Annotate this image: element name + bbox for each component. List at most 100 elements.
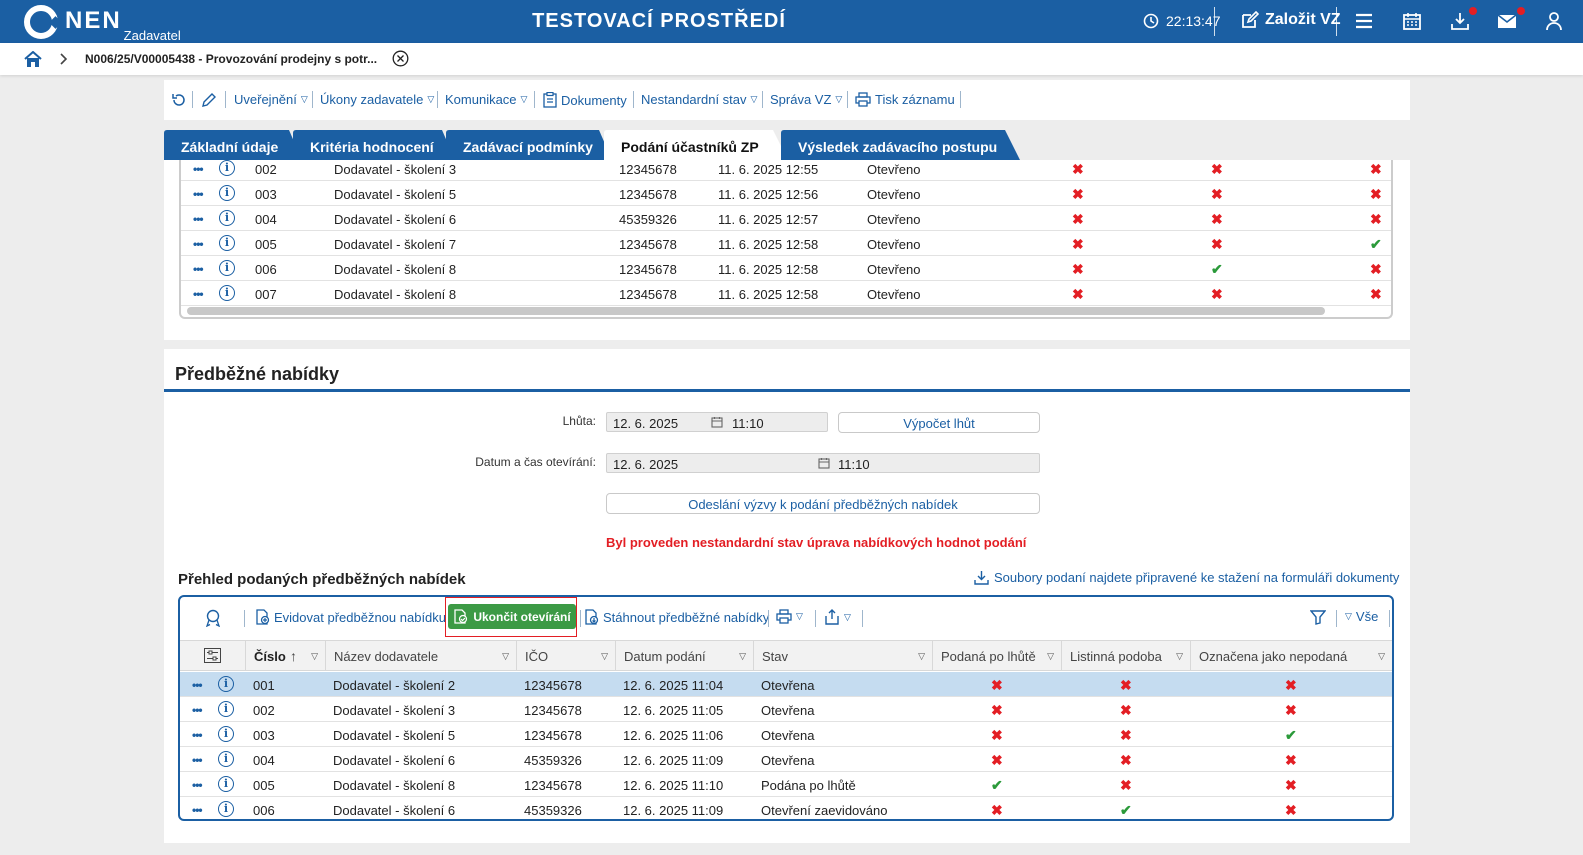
table-row[interactable]: ••• i 006 Dodavatel - školení 8 12345678 11. … xyxy=(181,256,1391,281)
row-ico: 12345678 xyxy=(619,262,677,277)
info-icon[interactable]: i xyxy=(219,235,235,251)
filter-all-menu[interactable]: ▽ Vše xyxy=(1345,609,1378,624)
info-icon[interactable]: i xyxy=(219,185,235,201)
filter-dropdown-icon[interactable]: ▽ xyxy=(311,651,318,661)
print-menu[interactable]: ▽ xyxy=(776,609,803,624)
table-row[interactable]: ••• i 006 Dodavatel - školení 6 45359326 12. … xyxy=(180,797,1392,819)
ukony-menu[interactable]: Úkony zadavatele ▽ xyxy=(320,92,434,107)
sort-ascending-icon[interactable]: ↑ xyxy=(290,648,297,664)
info-icon[interactable]: i xyxy=(218,751,234,767)
calendar-button[interactable] xyxy=(1402,11,1422,31)
table-row[interactable]: ••• i 004 Dodavatel - školení 6 45359326 11. … xyxy=(181,206,1391,231)
nestandardni-menu[interactable]: Nestandardní stav ▽ xyxy=(641,92,757,107)
menu-button[interactable] xyxy=(1354,11,1374,31)
cross-icon: ✖ xyxy=(1211,186,1223,202)
row-actions-icon[interactable]: ••• xyxy=(193,187,204,201)
filter-dropdown-icon[interactable]: ▽ xyxy=(739,651,746,661)
edit-button[interactable] xyxy=(201,92,217,108)
filter-dropdown-icon[interactable]: ▽ xyxy=(601,651,608,661)
nen-logo[interactable]: NEN Zadavatel xyxy=(24,5,181,43)
tab-podani-ucastniku[interactable]: Podání účastníků ZP xyxy=(604,130,788,160)
info-icon[interactable]: i xyxy=(218,801,234,817)
row-actions-icon[interactable]: ••• xyxy=(193,237,204,251)
info-icon[interactable]: i xyxy=(218,726,234,742)
dokumenty-button[interactable]: Dokumenty xyxy=(543,92,627,108)
table-row[interactable]: ••• i 002 Dodavatel - školení 3 12345678 11. … xyxy=(181,156,1391,181)
table-row[interactable]: ••• i 001 Dodavatel - školení 2 12345678 12. … xyxy=(180,672,1392,697)
user-button[interactable] xyxy=(1544,11,1564,31)
row-ico: 45359326 xyxy=(524,753,582,768)
calendar-icon[interactable] xyxy=(711,416,723,428)
info-icon[interactable]: i xyxy=(218,701,234,717)
table-row[interactable]: ••• i 002 Dodavatel - školení 3 12345678 12. … xyxy=(180,697,1392,722)
tab-zakladni-udaje[interactable]: Základní údaje xyxy=(164,130,302,160)
column-settings[interactable] xyxy=(180,641,245,671)
komunikace-menu[interactable]: Komunikace ▽ xyxy=(445,92,527,107)
row-actions-icon[interactable]: ••• xyxy=(192,753,203,767)
info-icon[interactable]: i xyxy=(218,676,234,692)
table-row[interactable]: ••• i 004 Dodavatel - školení 6 45359326 12. … xyxy=(180,747,1392,772)
column-listinna-podoba[interactable]: Listinná podoba ▽ xyxy=(1061,641,1190,671)
evidovat-button[interactable]: Evidovat předběžnou nabídku xyxy=(254,609,446,625)
table-row[interactable]: ••• i 007 Dodavatel - školení 8 12345678 11. … xyxy=(181,281,1391,306)
sprava-menu[interactable]: Správa VZ ▽ xyxy=(770,92,842,107)
column-podana-po-lhute[interactable]: Podaná po lhůtě ▽ xyxy=(932,641,1061,671)
table-row[interactable]: ••• i 005 Dodavatel - školení 7 12345678 11. … xyxy=(181,231,1391,256)
badge-button[interactable] xyxy=(205,609,221,627)
column-datum[interactable]: Datum podání ▽ xyxy=(615,641,753,671)
column-cislo[interactable]: Číslo ↑ ▽ xyxy=(245,641,325,671)
ukoncit-otevirani-button[interactable]: Ukončit otevírání xyxy=(448,604,576,629)
refresh-button[interactable] xyxy=(171,92,187,108)
table-row[interactable]: ••• i 003 Dodavatel - školení 5 12345678 12. … xyxy=(180,722,1392,747)
row-actions-icon[interactable]: ••• xyxy=(192,703,203,717)
table-row[interactable]: ••• i 005 Dodavatel - školení 8 12345678 12. … xyxy=(180,772,1392,797)
filter-dropdown-icon[interactable]: ▽ xyxy=(1378,651,1385,661)
uverejneni-menu[interactable]: Uveřejnění ▽ xyxy=(234,92,308,107)
table-row[interactable]: ••• i 003 Dodavatel - školení 5 12345678 11. … xyxy=(181,181,1391,206)
check-icon: ✔ xyxy=(1285,727,1297,743)
row-actions-icon[interactable]: ••• xyxy=(192,803,203,817)
column-nazev[interactable]: Název dodavatele ▽ xyxy=(325,641,516,671)
row-actions-icon[interactable]: ••• xyxy=(193,212,204,226)
info-icon[interactable]: i xyxy=(219,285,235,301)
row-actions-icon[interactable]: ••• xyxy=(192,728,203,742)
info-icon[interactable]: i xyxy=(219,260,235,276)
horizontal-scrollbar[interactable] xyxy=(187,307,1325,315)
column-ico[interactable]: IČO ▽ xyxy=(516,641,615,671)
create-vz-button[interactable]: Založit VZ xyxy=(1241,11,1341,29)
stahnout-button[interactable]: Stáhnout předběžné nabídky xyxy=(583,609,769,625)
close-tab-button[interactable] xyxy=(392,50,409,67)
info-icon[interactable]: i xyxy=(219,210,235,226)
row-actions-icon[interactable]: ••• xyxy=(192,778,203,792)
tisk-button[interactable]: Tisk záznamu xyxy=(855,92,955,107)
soubory-link[interactable]: Soubory podaní najdete připravené ke sta… xyxy=(974,570,1399,585)
filter-dropdown-icon[interactable]: ▽ xyxy=(502,651,509,661)
messages-button[interactable] xyxy=(1497,7,1525,31)
filter-dropdown-icon[interactable]: ▽ xyxy=(918,651,925,661)
vypocet-lhut-button[interactable]: Výpočet lhůt xyxy=(838,412,1040,433)
info-icon[interactable]: i xyxy=(218,776,234,792)
tab-zadavaci-podminky[interactable]: Zadávací podmínky xyxy=(446,130,612,160)
downloads-button[interactable] xyxy=(1450,7,1477,31)
otevirani-field[interactable]: 12. 6. 2025 11:10 xyxy=(606,453,1040,473)
row-actions-icon[interactable]: ••• xyxy=(193,262,204,276)
lhuta-field[interactable]: 12. 6. 2025 11:10 xyxy=(606,412,828,432)
row-actions-icon[interactable]: ••• xyxy=(193,287,204,301)
flag-cell: ✖ xyxy=(991,802,1003,819)
tab-vysledek[interactable]: Výsledek zadávacího postupu xyxy=(781,130,1020,160)
calendar-icon[interactable] xyxy=(818,457,830,469)
odeslani-vyzvy-button[interactable]: Odeslání výzvy k podání předběžných nabí… xyxy=(606,493,1040,514)
row-actions-icon[interactable]: ••• xyxy=(193,162,204,176)
export-menu[interactable]: ▽ xyxy=(824,609,851,625)
row-actions-icon[interactable]: ••• xyxy=(192,678,203,692)
column-stav[interactable]: Stav ▽ xyxy=(753,641,932,671)
breadcrumb-item[interactable]: N006/25/V00005438 - Provozování prodejny… xyxy=(85,52,378,66)
column-oznacena-nepodana[interactable]: Označena jako nepodaná ▽ xyxy=(1190,641,1392,671)
tab-kriteria-hodnoceni[interactable]: Kritéria hodnocení xyxy=(293,130,455,160)
filter-dropdown-icon[interactable]: ▽ xyxy=(1047,651,1054,661)
filter-button[interactable] xyxy=(1310,609,1326,625)
home-button[interactable] xyxy=(24,51,42,68)
top-header: NEN Zadavatel TESTOVACÍ PROSTŘEDÍ 22:13:… xyxy=(0,0,1583,43)
info-icon[interactable]: i xyxy=(219,160,235,176)
filter-dropdown-icon[interactable]: ▽ xyxy=(1176,651,1183,661)
